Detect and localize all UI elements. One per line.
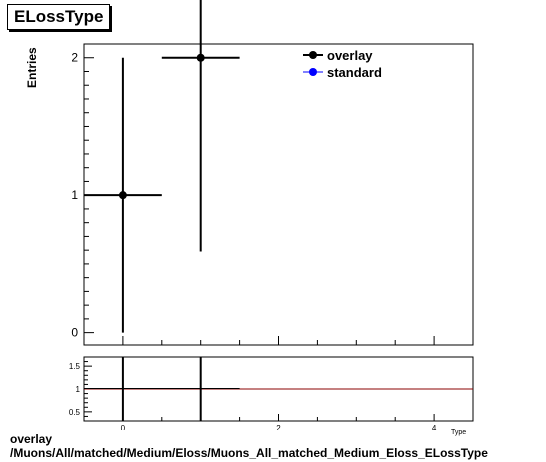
ratio-content [84,357,473,421]
ratio-y-tick-label: 1 [76,385,81,394]
x-axis-label: Type [451,429,467,436]
legend-marker [309,51,317,59]
main-series [84,0,240,333]
main-y-tick-label: 1 [71,188,78,202]
data-point-overlay [84,57,162,333]
marker [196,53,205,62]
marker [118,191,127,200]
legend-label: standard [327,65,382,80]
plot-canvas: 0 1 2 0.5 1 1.5 0 2 4 overlay standard [69,0,474,430]
chart-title: ELossType [7,4,111,30]
main-y-axis: 0 1 2 [71,51,94,340]
ratio-y-tick-label: 1.5 [69,362,81,371]
legend: overlay standard [303,48,382,80]
legend-entry-overlay: overlay [303,48,373,63]
legend-marker [309,68,317,76]
footer-line-2: /Muons/All/matched/Medium/Eloss/Muons_Al… [10,446,488,460]
footer-line-1: overlay [10,432,53,446]
ratio-y-axis: 0.5 1 1.5 [69,361,92,417]
data-point-overlay [161,0,240,252]
main-y-tick-label: 2 [71,51,78,65]
ratio-x-tick-label: 0 [121,424,126,430]
main-x-axis-ticks [83,336,474,345]
legend-label: overlay [327,48,373,63]
legend-entry-standard: standard [303,65,382,80]
ratio-y-tick-label: 0.5 [69,408,81,417]
ratio-x-axis: 0 2 4 [83,414,474,430]
footer-caption: overlay /Muons/All/matched/Medium/Eloss/… [10,432,488,460]
main-y-tick-label: 0 [71,326,78,340]
ratio-x-tick-label: 2 [276,424,281,430]
ratio-x-tick-label: 4 [432,424,437,430]
